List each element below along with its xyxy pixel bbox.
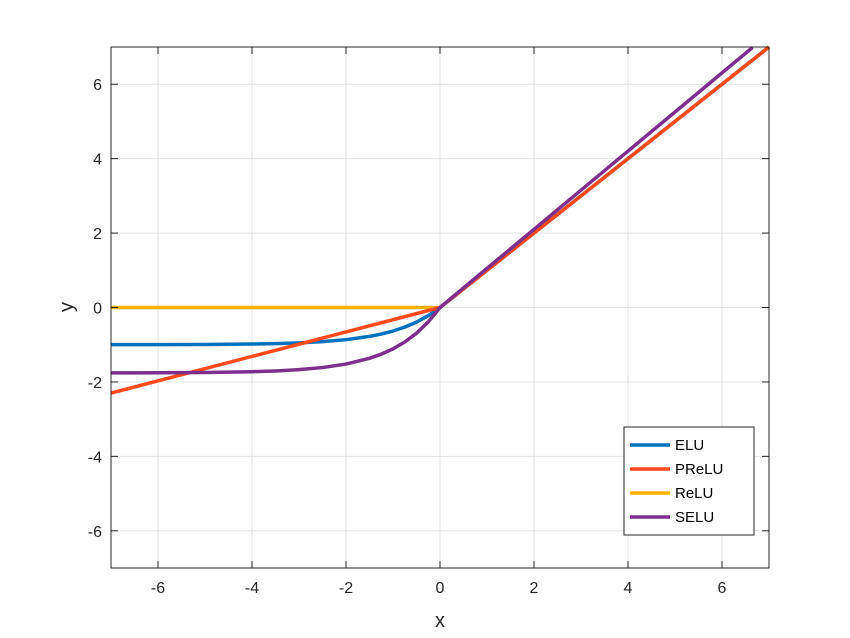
- x-tick-label: 0: [436, 580, 445, 597]
- x-axis-label: x: [435, 610, 445, 632]
- y-axis-label: y: [56, 302, 78, 312]
- y-tick-label: 2: [93, 226, 102, 243]
- legend: ELU PReLU ReLU SELU: [623, 426, 755, 536]
- y-tick-label: -6: [88, 524, 102, 541]
- y-tick-label: -4: [88, 449, 102, 466]
- y-tick-label: 4: [93, 152, 102, 169]
- series-line-selu: [110, 46, 754, 375]
- legend-label-selu: SELU: [675, 509, 714, 526]
- x-tick-label: 4: [624, 580, 633, 597]
- x-tick-label: -6: [151, 580, 165, 597]
- ticks: [111, 47, 769, 568]
- y-tick-label: 0: [93, 301, 102, 318]
- x-tick-label: 6: [718, 580, 727, 597]
- tick-labels: -6 -4 -2 0 2 4 6 -6 -4 -2 0 2 4 6: [88, 77, 727, 597]
- y-tick-label: 6: [93, 77, 102, 94]
- series-lines: [110, 45, 771, 395]
- legend-label-elu: ELU: [675, 437, 704, 454]
- legend-label-relu: ReLU: [675, 485, 713, 502]
- x-tick-label: -4: [245, 580, 259, 597]
- x-tick-label: -2: [339, 580, 353, 597]
- y-tick-label: -2: [88, 375, 102, 392]
- x-tick-label: 2: [530, 580, 539, 597]
- legend-label-prelu: PReLU: [675, 461, 723, 478]
